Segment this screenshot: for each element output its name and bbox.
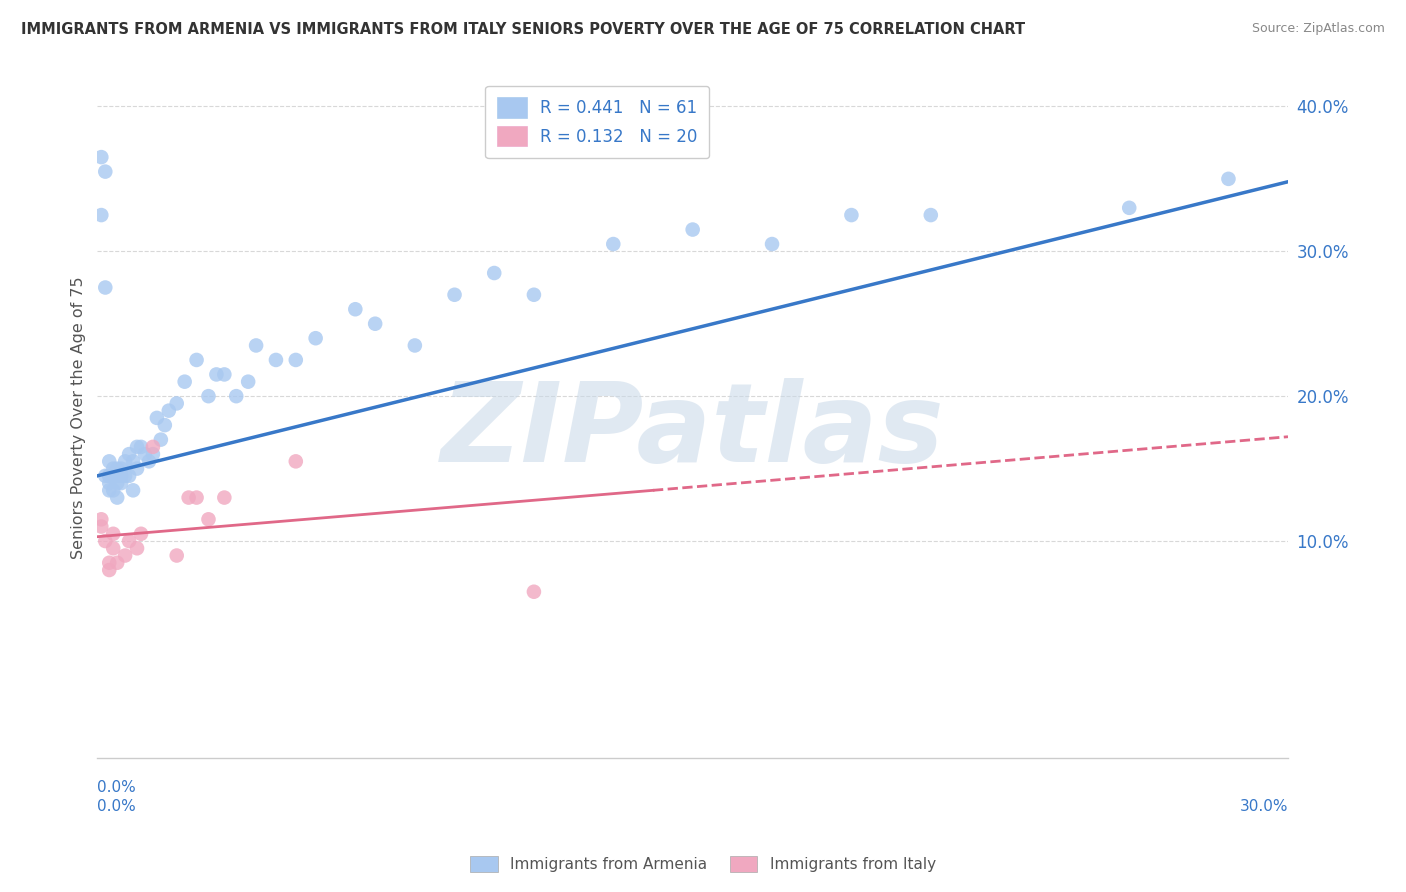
Point: [284, 353, 307, 368]
Point: [114, 454, 136, 468]
Point: [129, 440, 152, 454]
Point: [841, 208, 863, 222]
Point: [94, 164, 117, 178]
Point: [98, 476, 121, 491]
Point: [105, 468, 128, 483]
Point: [245, 338, 267, 352]
Point: [98, 468, 121, 483]
Point: [304, 331, 326, 345]
Point: [602, 237, 624, 252]
Point: [90, 208, 112, 222]
Text: Source: ZipAtlas.com: Source: ZipAtlas.com: [1251, 22, 1385, 36]
Point: [197, 389, 219, 403]
Point: [157, 403, 180, 417]
Point: [523, 584, 546, 599]
Point: [105, 476, 128, 491]
Point: [166, 549, 188, 563]
Text: ZIPatlas: ZIPatlas: [441, 378, 945, 485]
Point: [125, 461, 148, 475]
Point: [98, 468, 121, 483]
Point: [153, 418, 176, 433]
Point: [134, 447, 156, 461]
Legend: R = 0.441   N = 61, R = 0.132   N = 20: R = 0.441 N = 61, R = 0.132 N = 20: [485, 86, 710, 158]
Point: [761, 237, 783, 252]
Point: [118, 534, 141, 549]
Point: [90, 519, 112, 533]
Point: [523, 287, 546, 301]
Point: [166, 396, 188, 410]
Point: [443, 287, 465, 301]
Point: [105, 556, 128, 570]
Point: [142, 447, 165, 461]
Y-axis label: Seniors Poverty Over the Age of 75: Seniors Poverty Over the Age of 75: [72, 277, 86, 559]
Point: [404, 338, 426, 352]
Point: [105, 491, 128, 505]
Point: [94, 468, 117, 483]
Point: [1118, 201, 1140, 215]
Point: [114, 468, 136, 483]
Point: [103, 541, 125, 556]
Point: [284, 454, 307, 468]
Point: [177, 491, 200, 505]
Point: [98, 454, 121, 468]
Point: [118, 447, 141, 461]
Point: [149, 433, 172, 447]
Point: [114, 549, 136, 563]
Point: [125, 440, 148, 454]
Point: [98, 556, 121, 570]
Point: [484, 266, 506, 280]
Point: [110, 461, 132, 475]
Point: [125, 541, 148, 556]
Point: [103, 483, 125, 498]
Point: [197, 512, 219, 526]
Point: [105, 461, 128, 475]
Point: [225, 389, 247, 403]
Point: [205, 368, 228, 382]
Point: [146, 410, 169, 425]
Point: [103, 461, 125, 475]
Point: [173, 375, 195, 389]
Point: [364, 317, 387, 331]
Point: [264, 353, 287, 368]
Point: [118, 468, 141, 483]
Point: [214, 491, 236, 505]
Point: [122, 454, 145, 468]
Point: [142, 440, 165, 454]
Text: 0.0%: 0.0%: [97, 799, 136, 814]
Point: [110, 468, 132, 483]
Point: [103, 468, 125, 483]
Text: IMMIGRANTS FROM ARMENIA VS IMMIGRANTS FROM ITALY SENIORS POVERTY OVER THE AGE OF: IMMIGRANTS FROM ARMENIA VS IMMIGRANTS FR…: [21, 22, 1025, 37]
Point: [138, 454, 160, 468]
Point: [920, 208, 942, 222]
Point: [1218, 172, 1240, 186]
Point: [94, 534, 117, 549]
Point: [186, 353, 208, 368]
Point: [90, 512, 112, 526]
Point: [94, 280, 117, 294]
Text: 0.0%: 0.0%: [97, 780, 136, 795]
Point: [682, 222, 704, 236]
Point: [214, 368, 236, 382]
Point: [90, 150, 112, 164]
Point: [103, 526, 125, 541]
Point: [344, 302, 367, 317]
Legend: Immigrants from Armenia, Immigrants from Italy: Immigrants from Armenia, Immigrants from…: [463, 848, 943, 880]
Point: [98, 563, 121, 577]
Point: [110, 476, 132, 491]
Point: [129, 526, 152, 541]
Point: [238, 375, 260, 389]
Point: [98, 483, 121, 498]
Text: 30.0%: 30.0%: [1240, 799, 1288, 814]
Point: [186, 491, 208, 505]
Point: [122, 483, 145, 498]
